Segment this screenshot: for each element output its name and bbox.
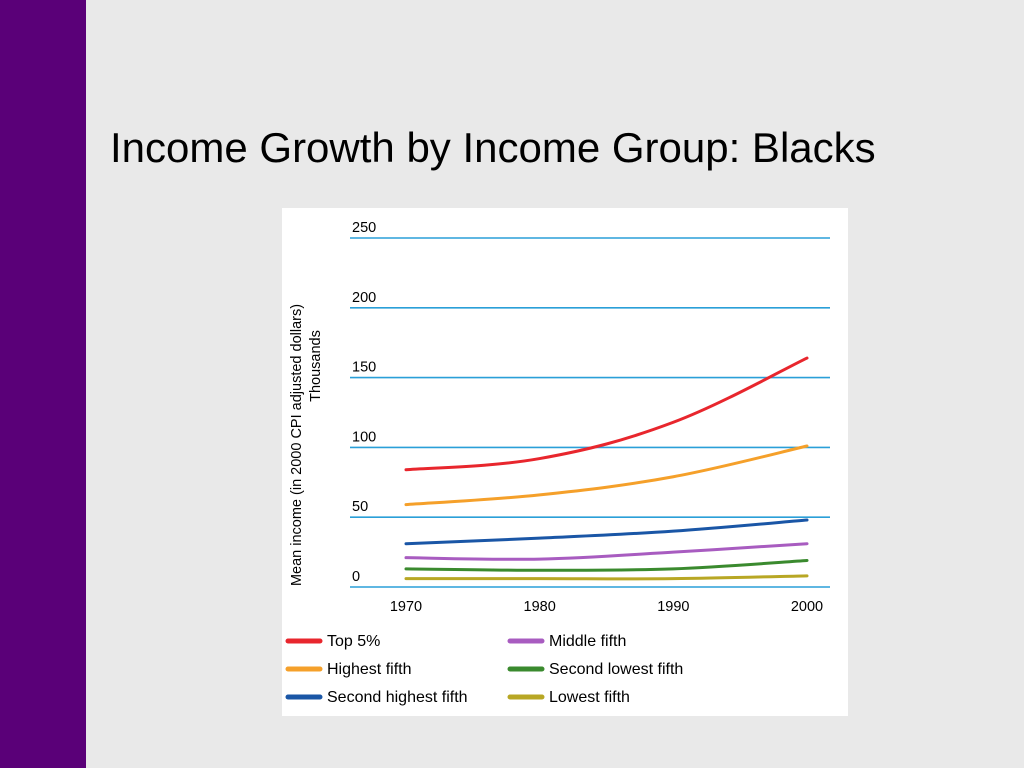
series-line-top-5 — [404, 356, 809, 472]
legend-label: Lowest fifth — [549, 689, 630, 706]
series-line-second-lowest-fifth — [404, 558, 809, 572]
series-line-second-highest-fifth — [404, 518, 809, 546]
x-tick-labels: 1970 1980 1990 2000 — [390, 599, 823, 615]
slide-title: Income Growth by Income Group: Blacks — [110, 124, 876, 171]
legend: Top 5% Middle fifth Highest fifth Second lo… — [285, 633, 683, 706]
legend-label: Second highest fifth — [327, 689, 468, 706]
x-tick-label: 1980 — [524, 599, 556, 615]
x-tick-label: 1990 — [657, 599, 689, 615]
x-tick-label: 2000 — [791, 599, 823, 615]
x-tick-label: 1970 — [390, 599, 422, 615]
series-lines — [404, 356, 809, 581]
series-line-lowest-fifth — [404, 574, 809, 581]
legend-label: Highest fifth — [327, 661, 411, 678]
y-tick-label: 200 — [352, 290, 376, 306]
y-axis-label: Mean income (in 2000 CPI adjusted dollar… — [289, 304, 305, 586]
y-tick-labels: 0 50 100 150 200 250 — [352, 220, 376, 585]
legend-label: Top 5% — [327, 633, 380, 650]
y-tick-label: 0 — [352, 569, 360, 585]
series-line-middle-fifth — [404, 542, 809, 561]
y-axis-unit: Thousands — [308, 330, 324, 402]
left-accent-bar — [0, 0, 86, 768]
legend-label: Middle fifth — [549, 633, 626, 650]
y-tick-label: 100 — [352, 429, 376, 445]
y-tick-label: 250 — [352, 220, 376, 236]
y-tick-label: 150 — [352, 360, 376, 376]
series-line-highest-fifth — [404, 444, 809, 507]
line-chart: 0 50 100 150 200 250 1970 1980 1990 2000 Top 5% M… — [285, 220, 830, 706]
y-tick-label: 50 — [352, 499, 368, 515]
legend-label: Second lowest fifth — [549, 661, 683, 678]
chart-panel: 0 50 100 150 200 250 1970 1980 1990 2000 Top 5% M… — [282, 208, 848, 716]
